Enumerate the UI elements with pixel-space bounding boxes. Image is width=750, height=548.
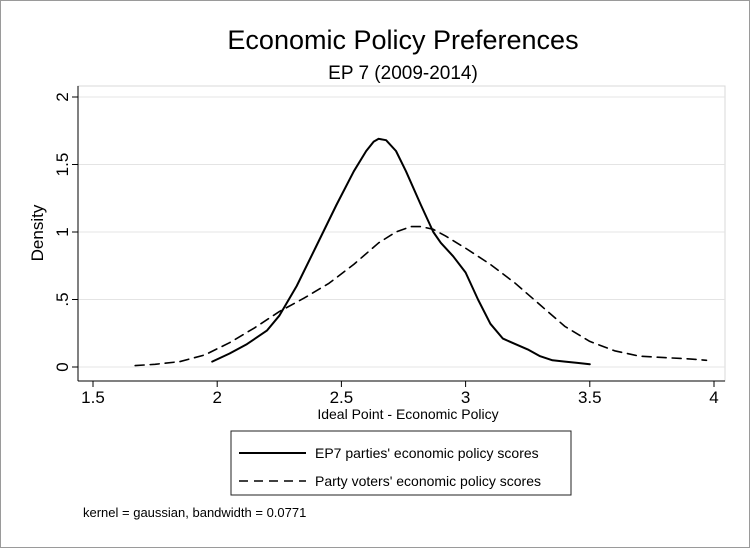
y-tick-label-3: 1.5 [53,153,72,177]
x-tick-label-2: 2.5 [330,388,354,407]
x-tick-label-4: 3.5 [578,388,602,407]
y-axis-label: Density [28,204,47,261]
series-line-voters [134,225,708,367]
y-tick-label-4: 2 [53,92,72,101]
plot-area [77,85,726,382]
gridlines [78,96,725,368]
legend-box [230,430,572,496]
y-tick-label-1: .5 [53,292,72,306]
y-tick-label-0: 0 [53,362,72,371]
legend-entry-voters: Party voters' economic policy scores [315,473,541,489]
kernel-note: kernel = gaussian, bandwidth = 0.0771 [83,505,306,520]
chart-subtitle: EP 7 (2009-2014) [328,63,478,84]
legend: EP7 parties' economic policy scores Part… [230,430,572,496]
axes: 0 .5 1 1.5 2 1.5 2 2.5 3 3.5 4 [53,86,725,407]
series-line-parties [211,137,591,366]
x-axis-label: Ideal Point - Economic Policy [317,406,498,422]
x-tick-label-5: 4 [709,388,718,407]
x-tick-label-1: 2 [212,388,221,407]
series-lines [134,137,708,367]
x-tick-label-0: 1.5 [81,388,105,407]
y-tick-label-2: 1 [53,227,72,236]
x-tick-label-3: 3 [461,388,470,407]
legend-entry-parties: EP7 parties' economic policy scores [315,445,539,461]
chart-title: Economic Policy Preferences [227,25,578,55]
